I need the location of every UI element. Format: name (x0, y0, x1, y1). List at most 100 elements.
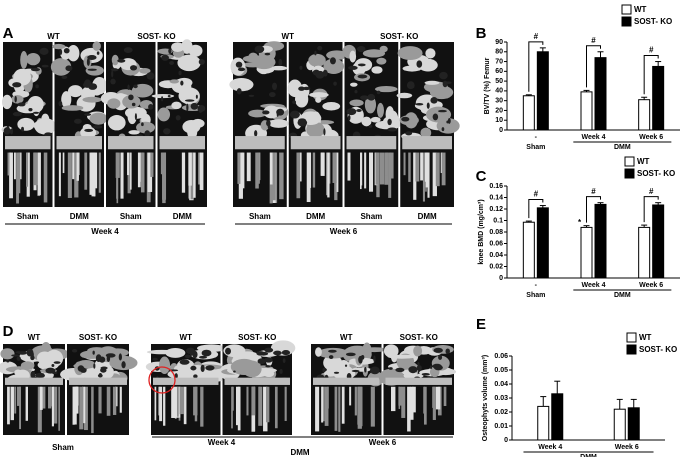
significance-label: # (591, 187, 596, 196)
bone-texture (92, 77, 107, 95)
bone-pore (315, 70, 325, 79)
y-tick-label: 0 (499, 127, 503, 134)
bone-pore (201, 349, 212, 357)
bone-pore (11, 354, 20, 357)
bar (522, 221, 535, 279)
bone-pore (178, 70, 182, 76)
bone-trabecula (98, 386, 102, 414)
bone-trabecula (360, 152, 363, 186)
significance-label: # (591, 36, 596, 45)
bone-trabecula (81, 386, 86, 424)
bone-pore (421, 373, 430, 376)
bone-pore (276, 108, 285, 116)
bone-trabecula (370, 386, 375, 427)
bone-trabecula (176, 386, 179, 417)
bone-trabecula (435, 152, 440, 187)
bone-trabecula (163, 386, 166, 426)
bone-pore (272, 82, 278, 91)
condition-label: DMM (418, 212, 437, 221)
bone-trabecula (432, 386, 436, 420)
bone-pore (193, 374, 198, 379)
joint-plate (5, 136, 51, 150)
bone-pore (328, 349, 337, 353)
bone-pore (360, 95, 369, 100)
bone-texture (323, 58, 345, 74)
bone-texture (242, 55, 266, 63)
legend-label: SOST- KO (637, 169, 675, 178)
bar (522, 95, 535, 131)
bone-texture (171, 42, 185, 53)
bone-pore (433, 364, 443, 371)
bone-texture (425, 48, 436, 59)
bone-pore (416, 365, 422, 371)
bone-pore (351, 369, 360, 373)
bone-pore (45, 367, 56, 374)
bone-texture (139, 68, 151, 74)
bone-pore (16, 356, 21, 361)
joint-plate (153, 377, 219, 385)
bone-trabecula (192, 152, 196, 198)
bone-pore (189, 349, 194, 356)
bone-texture (178, 87, 200, 105)
error-bar (655, 202, 662, 205)
y-axis-label: knee BMD (mg/cm³) (478, 199, 485, 264)
bone-pore (21, 126, 24, 132)
bone-texture (26, 52, 41, 66)
bone-pore (198, 59, 205, 65)
bone-trabecula (232, 386, 234, 411)
bone-pore (373, 355, 376, 363)
bone-pore (17, 102, 26, 107)
significance-marker: * (578, 218, 582, 227)
x-tick-label: Week 6 (639, 282, 663, 289)
bone-trabecula (403, 152, 406, 176)
bone-trabecula (154, 386, 157, 421)
bone-pore (367, 93, 376, 101)
x-tick-label: - (535, 282, 538, 289)
significance-bracket (643, 196, 659, 223)
joint-plate (290, 136, 341, 150)
bone-pore (131, 102, 136, 107)
bone-pore (192, 350, 198, 359)
bone-trabecula (251, 386, 256, 416)
y-tick-label: 0.16 (489, 183, 503, 190)
column-header: SOST- KO (238, 333, 276, 342)
significance-label: # (649, 46, 654, 55)
bone-pore (197, 104, 206, 112)
timepoint-label: Week 6 (330, 227, 358, 236)
y-tick-label: 0.04 (489, 252, 503, 259)
bone-pore (433, 347, 443, 353)
y-tick-label: 40 (495, 88, 503, 95)
bone-trabecula (389, 152, 394, 179)
panel-label: D (3, 323, 14, 340)
timepoint-label: Week 4 (91, 227, 119, 236)
bone-texture (362, 49, 386, 58)
bone-trabecula (312, 152, 316, 188)
bone-texture (396, 92, 413, 99)
error-bar (540, 396, 547, 407)
bone-trabecula (130, 152, 132, 190)
bone-trabecula (354, 386, 357, 416)
bone-trabecula (62, 152, 65, 174)
condition-label: DMM (173, 212, 192, 221)
bone-texture (306, 121, 325, 138)
x-tick-label: - (535, 134, 538, 141)
bone-pore (30, 355, 35, 361)
x-tick-label: Week 4 (538, 444, 562, 451)
bone-texture (165, 347, 186, 358)
bone-texture (315, 96, 322, 103)
error-bar (641, 96, 648, 100)
bone-texture (171, 101, 182, 110)
column-header: SOST- KO (79, 333, 117, 342)
bone-pore (439, 71, 448, 80)
bone-pore (169, 61, 175, 65)
bar (580, 91, 593, 131)
bone-trabecula (50, 386, 52, 407)
bone-pore (190, 365, 197, 371)
y-tick-label: 20 (495, 107, 503, 114)
y-tick-label: 0 (499, 275, 503, 282)
bone-trabecula (266, 386, 270, 423)
bone-pore (93, 363, 96, 369)
bone-pore (405, 131, 413, 136)
bone-pore (80, 367, 87, 373)
